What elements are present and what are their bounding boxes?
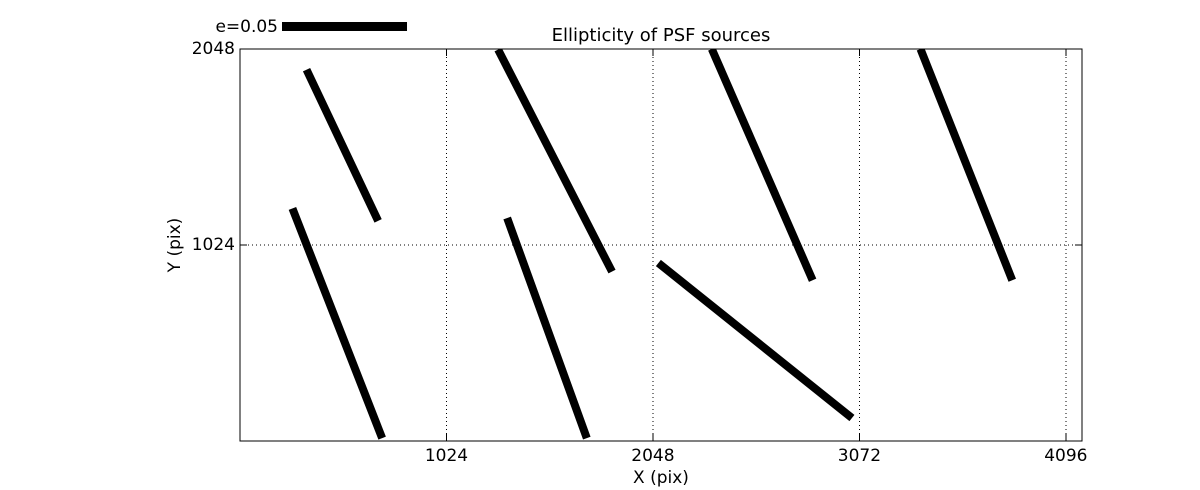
y-tick-label: 2048	[192, 39, 235, 59]
x-axis-label: X (pix)	[633, 468, 689, 488]
y-axis-label: Y (pix)	[165, 217, 185, 273]
x-tick-label: 4096	[1044, 446, 1087, 466]
legend-scale-bar	[282, 22, 408, 31]
x-tick-label: 2048	[631, 446, 674, 466]
whisker-segment	[288, 206, 386, 440]
x-tick-label: 1024	[425, 446, 468, 466]
whisker-segment	[916, 49, 1016, 282]
chart-title: Ellipticity of PSF sources	[551, 25, 771, 46]
whisker-segment	[302, 67, 382, 223]
y-tick-label: 1024	[192, 235, 235, 255]
whisker-segment	[655, 259, 855, 422]
whisker-segment	[503, 216, 591, 440]
legend-label: e=0.05	[215, 17, 278, 37]
whisker-segment	[708, 49, 817, 282]
whisker-segment	[494, 49, 616, 274]
x-tick-label: 3072	[838, 446, 881, 466]
